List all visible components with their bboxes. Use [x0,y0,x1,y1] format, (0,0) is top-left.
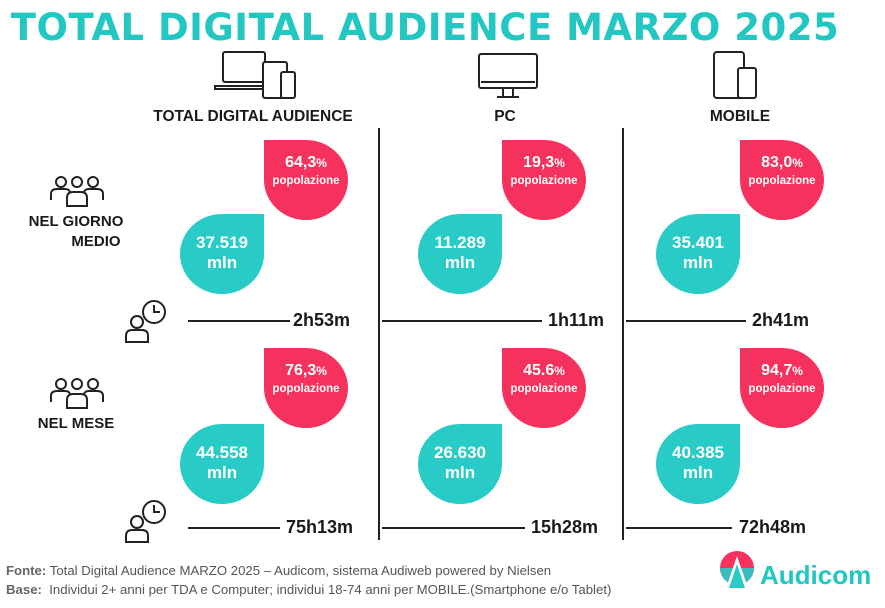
people-group-icon [50,378,104,409]
pct-unit: % [316,364,327,378]
users-value: 11.289 [434,233,486,252]
row-label-giorno: NEL GIORNO MEDIO [6,212,146,252]
users-unit: mln [206,253,238,272]
time-value: 1h11m [548,310,605,330]
time-value: 75h13m [286,517,354,537]
population-pct-bubble: 45.6% popolazione [502,348,586,428]
population-pct-bubble: 19,3% popolazione [502,140,586,220]
footer-base: Base: Individui 2+ anni per TDA e Comput… [6,582,611,597]
pct-unit: % [316,156,327,170]
pct-unit: % [554,364,565,378]
pct-value: 45.6 [523,362,555,379]
pct-unit: % [554,156,565,170]
pct-label: popolazione [510,175,578,187]
users-unit: mln [444,253,476,272]
population-pct-bubble: 76,3% popolazione [264,348,348,428]
time-value: 2h53m [293,310,351,330]
population-pct-bubble: 83,0% popolazione [740,140,824,220]
users-bubble: 44.558 mln [180,424,264,504]
users-bubble: 37.519 mln [180,214,264,294]
time-line [626,527,732,529]
time-value: 2h41m [752,310,810,330]
footer-fonte: Fonte: Total Digital Audience MARZO 2025… [6,563,551,578]
users-bubble: 40.385 mln [656,424,740,504]
pct-label: popolazione [272,383,340,395]
population-pct-bubble: 94,7% popolazione [740,348,824,428]
time-line [188,320,290,322]
pct-unit: % [792,156,803,170]
footer-fonte-label: Fonte: [6,563,47,578]
user-clock-icon [125,500,166,543]
desktop-monitor-icon [478,53,538,98]
row-label-mese: NEL MESE [37,415,115,432]
multi-device-icon [214,51,296,99]
people-group-icon [50,176,104,207]
column-divider [378,128,380,540]
population-pct-bubble: 64,3% popolazione [264,140,348,220]
pct-label: popolazione [510,383,578,395]
time-line [626,320,746,322]
users-value: 26.630 [434,443,486,462]
row-label-line2: MEDIO [71,233,121,250]
pct-value: 19,3 [523,154,555,171]
pct-unit: % [792,364,803,378]
users-value: 37.519 [196,233,248,252]
users-bubble: 11.289 mln [418,214,502,294]
users-unit: mln [444,463,476,482]
users-value: 44.558 [196,443,248,462]
audicom-logo-text: Audicom [760,560,872,590]
time-line [188,527,280,529]
pct-label: popolazione [272,175,340,187]
column-divider [622,128,624,540]
column-header-pc: PC [494,108,516,125]
time-value: 72h48m [739,517,807,537]
audicom-logo-icon [720,551,754,594]
pct-value: 76,3 [285,362,317,379]
users-unit: mln [682,253,714,272]
smartphone-tablet-icon [713,51,757,99]
page-title: TOTAL DIGITAL AUDIENCE MARZO 2025 [10,6,840,49]
users-bubble: 35.401 mln [656,214,740,294]
footer-base-text: Individui 2+ anni per TDA e Computer; in… [41,582,612,597]
pct-value: 64,3 [285,154,317,171]
pct-label: popolazione [748,175,816,187]
time-line [382,320,542,322]
time-line [382,527,525,529]
footer-base-label: Base: [6,582,42,597]
users-value: 40.385 [672,443,724,462]
pct-value: 83,0 [761,154,793,171]
time-value: 15h28m [531,517,599,537]
footer-fonte-text: Total Digital Audience MARZO 2025 – Audi… [46,563,552,578]
pct-label: popolazione [748,383,816,395]
column-header-mobile: MOBILE [709,108,771,125]
users-unit: mln [206,463,238,482]
user-clock-icon [125,300,166,343]
users-value: 35.401 [672,233,724,252]
row-label-line1: NEL GIORNO [28,213,124,230]
users-unit: mln [682,463,714,482]
pct-value: 94,7 [761,362,793,379]
users-bubble: 26.630 mln [418,424,502,504]
column-header-tda: TOTAL DIGITAL AUDIENCE [153,108,353,125]
